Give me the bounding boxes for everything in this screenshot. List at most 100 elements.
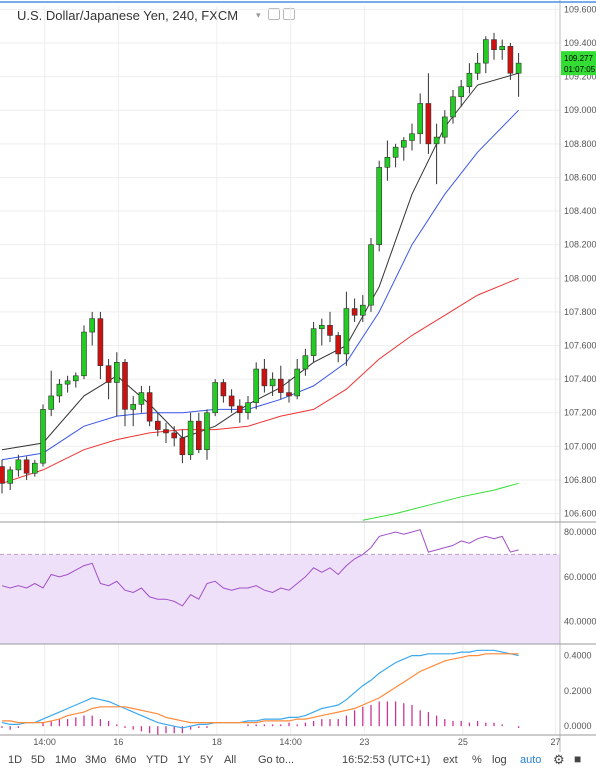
- candle-body: [97, 318, 104, 366]
- range-3mo-button[interactable]: 3Mo: [85, 754, 107, 766]
- candle-body: [450, 96, 456, 118]
- candle-body: [277, 378, 284, 393]
- rsi-band-fill: [0, 554, 560, 644]
- bottom-toolbar: 1D 5D 1Mo 3Mo 6Mo YTD 1Y 5Y All Go to...…: [0, 752, 596, 768]
- ext-toggle[interactable]: ext: [443, 754, 458, 766]
- candle-body: [105, 365, 112, 383]
- y-tick-label: 107.000: [564, 441, 596, 451]
- x-tick-label: 14:00: [279, 737, 302, 747]
- candle-body: [515, 62, 522, 74]
- candle-body: [122, 362, 128, 410]
- symbol-title[interactable]: U.S. Dollar/Japanese Yen, 240, FXCM: [17, 8, 239, 23]
- candle-body: [15, 459, 22, 471]
- candle-body: [212, 382, 218, 414]
- range-all-button[interactable]: All: [224, 754, 237, 766]
- macd-line: [1, 649, 519, 729]
- auto-toggle[interactable]: auto: [520, 754, 542, 766]
- y-tick-label: 109.600: [564, 4, 596, 14]
- candle-body: [327, 325, 333, 336]
- y-tick-label: 109.400: [564, 38, 596, 48]
- candle-body: [392, 146, 399, 158]
- percent-toggle[interactable]: %: [472, 754, 482, 766]
- x-tick-label: 14:00: [33, 737, 56, 747]
- candle-body: [64, 380, 71, 385]
- macd-tick-label: 0.0000: [564, 721, 592, 731]
- macd-tick-label: 0.4000: [564, 651, 592, 661]
- candle-body: [220, 382, 227, 397]
- candle-body: [187, 420, 194, 456]
- y-tick-label: 108.600: [564, 172, 596, 182]
- chevron-down-icon[interactable]: ▾: [256, 10, 261, 20]
- x-tick-label: 18: [212, 737, 222, 747]
- moving-average-line: [1, 109, 519, 461]
- candle-body: [376, 167, 383, 245]
- gear-icon[interactable]: ⚙: [553, 752, 565, 767]
- range-1d-button[interactable]: 1D: [8, 754, 23, 766]
- y-tick-label: 108.200: [564, 240, 596, 250]
- candle-body: [146, 392, 153, 422]
- candle-body: [458, 86, 465, 98]
- macd-histogram: [1, 701, 520, 735]
- range-ytd-button[interactable]: YTD: [146, 754, 168, 766]
- x-tick-label: 16: [113, 737, 123, 747]
- range-1y-button[interactable]: 1Y: [177, 754, 191, 766]
- log-toggle[interactable]: log: [492, 754, 507, 766]
- candle-body: [384, 156, 391, 168]
- settings-icon[interactable]: [268, 8, 280, 20]
- y-tick-label: 108.400: [564, 206, 596, 216]
- candle-body: [40, 409, 46, 464]
- x-tick-label: 25: [458, 737, 468, 747]
- rsi-tick-label: 80.0000: [564, 527, 596, 537]
- goto-button[interactable]: Go to...: [258, 754, 295, 766]
- candle-body: [351, 308, 358, 316]
- candle-body: [409, 133, 415, 141]
- y-tick-label: 106.800: [564, 475, 596, 485]
- candle-body: [7, 469, 13, 484]
- candle-body: [507, 46, 514, 74]
- range-5y-button[interactable]: 5Y: [200, 754, 214, 766]
- candle-body: [269, 378, 276, 387]
- candle-body: [171, 432, 177, 439]
- candle-body: [482, 39, 489, 64]
- range-1mo-button[interactable]: 1Mo: [55, 754, 77, 766]
- axes: 106.600 106.800 107.000 107.200 107.400 107.6…: [0, 0, 596, 752]
- candle-body: [114, 362, 120, 383]
- y-tick-label: 107.600: [564, 341, 596, 351]
- chart-svg[interactable]: 106.600 106.800 107.000 107.200 107.400 107.6…: [0, 0, 596, 752]
- candle-body: [466, 72, 473, 87]
- clock-time: 16:52:53 (UTC+1): [342, 754, 431, 766]
- range-5d-button[interactable]: 5D: [31, 754, 46, 766]
- y-tick-label: 107.200: [564, 408, 596, 418]
- y-tick-label: 107.800: [564, 307, 596, 317]
- macd-tick-label: 0.2000: [564, 686, 592, 696]
- price-tags: 109.277 01:07:05: [561, 51, 596, 76]
- expand-icon[interactable]: ■: [574, 752, 582, 766]
- candle-body: [73, 375, 79, 382]
- candle-body: [318, 325, 325, 330]
- chart-header: U.S. Dollar/Japanese Yen, 240, FXCM ▾: [0, 0, 560, 30]
- candle-body: [130, 404, 136, 410]
- candle-body: [491, 39, 497, 51]
- x-tick-label: 23: [359, 737, 369, 747]
- candle-body: [425, 103, 432, 145]
- candle-body: [474, 62, 481, 74]
- candle-body: [228, 395, 235, 407]
- candle-body: [23, 459, 30, 474]
- candle-body: [237, 405, 243, 414]
- candle-body: [400, 140, 407, 148]
- moving-average-line: [1, 277, 519, 484]
- macd-line: [2, 653, 519, 724]
- candle-body: [31, 462, 38, 474]
- candle-body: [261, 368, 268, 387]
- hide-icon[interactable]: [283, 8, 295, 20]
- last-price-tag: [561, 51, 596, 76]
- last-price-label: 109.277: [564, 54, 593, 63]
- range-6mo-button[interactable]: 6Mo: [115, 754, 137, 766]
- indicator-lines: [1, 72, 519, 729]
- candle-body: [433, 136, 440, 145]
- x-tick-label: 27: [550, 737, 560, 747]
- y-tick-label: 109.200: [564, 72, 596, 82]
- candle-body: [138, 392, 145, 405]
- candle-body: [499, 46, 506, 51]
